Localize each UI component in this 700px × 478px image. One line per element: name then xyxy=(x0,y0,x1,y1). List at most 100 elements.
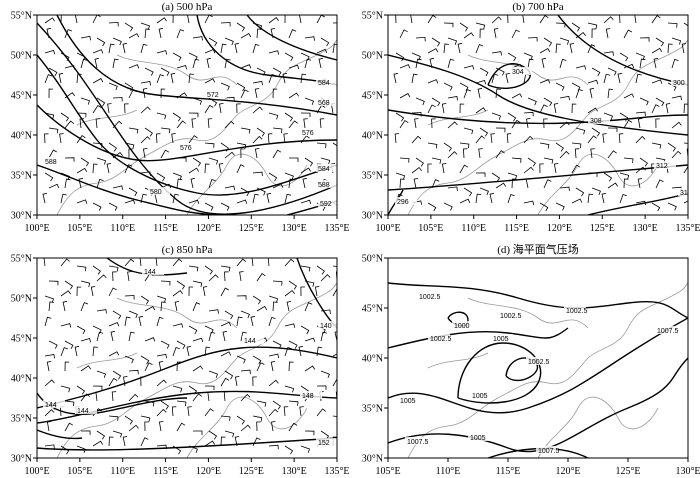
wind-barb xyxy=(635,73,642,84)
coastline xyxy=(407,39,688,215)
wind-barb xyxy=(671,58,679,69)
x-tick-label: 120°E xyxy=(547,223,572,234)
contour-label: 1005 xyxy=(472,393,488,400)
wind-barb xyxy=(160,67,170,76)
contour-label-bg xyxy=(205,90,227,98)
wind-barb xyxy=(304,430,315,436)
wind-barb xyxy=(395,112,405,122)
wind-barb xyxy=(571,142,582,149)
wind-barb xyxy=(256,28,262,39)
coastline xyxy=(407,282,688,458)
wind-barb xyxy=(539,79,551,84)
wind-barb xyxy=(188,73,194,84)
x-tick-label: 120°E xyxy=(196,223,221,234)
wind-barb xyxy=(507,52,517,62)
wind-barb xyxy=(539,163,544,174)
wind-barb xyxy=(92,265,101,275)
contour-label-bg xyxy=(318,321,337,329)
x-tick-label: 130°E xyxy=(282,223,307,234)
y-tick-label: 50°N xyxy=(11,294,32,305)
wind-barb xyxy=(539,142,550,149)
wind-barb xyxy=(667,202,677,211)
wind-barb xyxy=(601,192,606,204)
wind-barb xyxy=(590,148,595,159)
contour-label-bg xyxy=(564,306,586,314)
wind-barb xyxy=(224,151,235,159)
wind-barb xyxy=(283,406,289,417)
wind-barb xyxy=(304,302,313,312)
y-tick-label: 50°N xyxy=(362,51,383,62)
y-tick-label: 40°N xyxy=(11,131,32,142)
map-panel: 304 300 308 312 31 296 100°E 105°E 110°E 115°E 120… xyxy=(362,11,700,235)
wind-barb xyxy=(158,421,164,432)
wind-barb xyxy=(60,347,69,357)
wind-barb xyxy=(575,187,585,197)
wind-barb xyxy=(128,393,139,402)
wind-barb xyxy=(96,430,106,440)
contour xyxy=(296,258,337,329)
x-tick-label: 110°E xyxy=(436,466,461,477)
wind-barb xyxy=(619,193,627,204)
wind-barb xyxy=(495,67,505,76)
wind-barb xyxy=(64,29,73,39)
x-tick-label: 130°E xyxy=(675,466,700,477)
wind-barb xyxy=(46,421,52,432)
wind-barb xyxy=(220,321,232,327)
wind-barb xyxy=(495,88,501,99)
wind-barb xyxy=(160,127,171,134)
wind-barb xyxy=(60,385,71,393)
wind-barb xyxy=(284,289,295,297)
wind-barb xyxy=(44,409,55,417)
wind-barb xyxy=(282,72,287,84)
wind-barb xyxy=(459,164,469,174)
wind-barb xyxy=(188,325,198,335)
wind-barb xyxy=(571,164,581,174)
wind-barb xyxy=(112,185,124,190)
wind-barb xyxy=(270,28,276,39)
x-tick-label: 110°E xyxy=(110,223,135,234)
wind-barb xyxy=(192,97,203,105)
wind-barb xyxy=(256,305,268,312)
wind-barb xyxy=(527,157,536,167)
wind-barb xyxy=(316,265,325,275)
contour xyxy=(388,109,688,125)
wind-barb xyxy=(459,103,465,114)
contour-label: 1002.5 xyxy=(430,336,452,343)
wind-barb xyxy=(399,178,405,189)
wind-barb xyxy=(156,17,167,24)
contour xyxy=(37,164,218,215)
wind-barb xyxy=(220,415,231,421)
wind-barb xyxy=(336,38,337,39)
wind-barb xyxy=(283,133,288,144)
wind-barb xyxy=(252,106,263,114)
wind-barb xyxy=(463,65,475,70)
wind-barb xyxy=(459,22,469,32)
wind-barb xyxy=(252,376,257,387)
wind-barb xyxy=(60,290,71,297)
wind-barb xyxy=(251,258,254,267)
contour xyxy=(388,327,569,349)
wind-barb xyxy=(431,179,440,189)
wind-barb xyxy=(80,157,90,167)
wind-barb xyxy=(190,177,195,189)
wind-barb xyxy=(651,15,661,24)
wind-barb xyxy=(651,142,662,149)
wind-barb xyxy=(60,323,72,328)
wind-barb xyxy=(427,48,439,54)
wind-barb xyxy=(619,112,629,122)
wind-barb xyxy=(155,133,161,144)
wind-barb xyxy=(429,57,434,69)
wind-barb xyxy=(683,165,688,174)
wind-barb xyxy=(44,133,49,144)
wind-barb xyxy=(522,15,525,24)
wind-barb xyxy=(44,74,53,84)
wind-barb xyxy=(171,133,176,144)
wind-barb xyxy=(156,50,168,55)
wind-barb xyxy=(174,301,180,312)
wind-barb xyxy=(188,167,200,174)
wind-barb xyxy=(399,157,410,163)
wind-barb xyxy=(441,103,447,114)
wind-barb xyxy=(571,103,577,114)
wind-barb xyxy=(334,331,337,342)
wind-barb xyxy=(222,330,227,342)
